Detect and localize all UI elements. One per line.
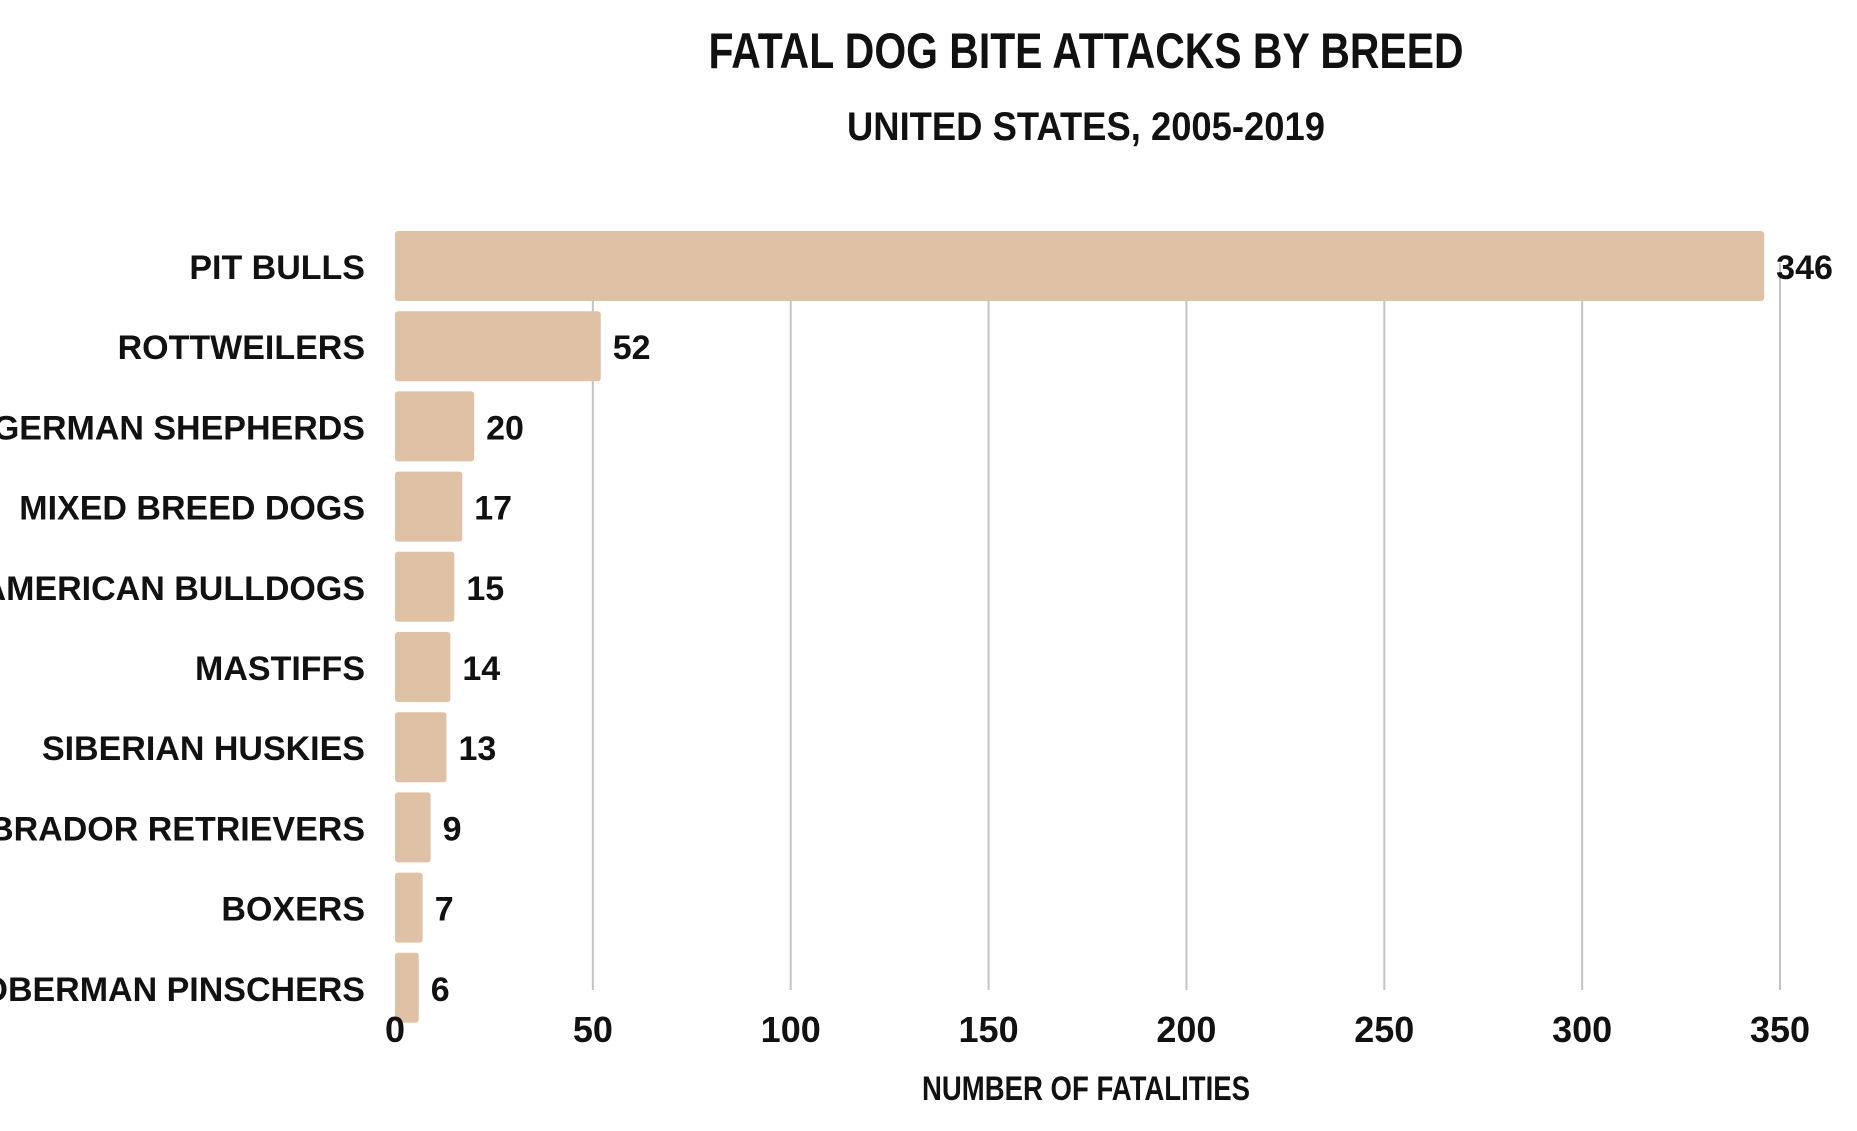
bar bbox=[395, 872, 423, 943]
x-tick-labels: 0 50 100 150 200 250 300 350 bbox=[385, 1009, 1810, 1050]
value-labels: 346 52 20 17 15 14 13 9 7 6 bbox=[431, 249, 1833, 1009]
category-label: SIBERIAN HUSKIES bbox=[42, 730, 365, 768]
bar bbox=[395, 391, 475, 462]
x-tick-label: 50 bbox=[573, 1009, 613, 1050]
bar bbox=[395, 231, 1765, 301]
value-label: 13 bbox=[458, 730, 496, 768]
value-label: 17 bbox=[474, 490, 512, 528]
gridlines bbox=[591, 263, 1781, 990]
bar bbox=[395, 712, 447, 783]
x-axis-title: NUMBER OF FATALITIES bbox=[922, 1070, 1250, 1108]
bar bbox=[395, 471, 463, 542]
x-tick-label: 100 bbox=[761, 1009, 821, 1050]
category-label: MIXED BREED DOGS bbox=[19, 490, 365, 528]
category-label: BOXERS bbox=[221, 891, 365, 929]
value-label: 14 bbox=[462, 650, 500, 688]
bars bbox=[395, 231, 1765, 1023]
value-label: 52 bbox=[613, 329, 651, 367]
x-tick-label: 150 bbox=[959, 1009, 1019, 1050]
bar bbox=[395, 632, 451, 702]
category-label: GERMAN SHEPHERDS bbox=[0, 409, 365, 447]
x-tick-label: 350 bbox=[1750, 1009, 1810, 1050]
value-label: 20 bbox=[486, 409, 524, 447]
x-tick-label: 250 bbox=[1354, 1009, 1414, 1050]
chart-subtitle: UNITED STATES, 2005-2019 bbox=[847, 105, 1325, 149]
bar bbox=[395, 792, 431, 863]
category-label: LABRADOR RETRIEVERS bbox=[0, 810, 365, 848]
value-label: 15 bbox=[466, 570, 504, 608]
x-tick-label: 200 bbox=[1156, 1009, 1216, 1050]
x-tick-label: 300 bbox=[1552, 1009, 1612, 1050]
value-label: 9 bbox=[443, 810, 462, 848]
bar bbox=[395, 311, 601, 382]
category-label: ROTTWEILERS bbox=[118, 329, 365, 367]
category-label: PIT BULLS bbox=[189, 249, 365, 287]
category-label: AMERICAN BULLDOGS bbox=[0, 570, 365, 608]
x-tick-label: 0 bbox=[385, 1009, 405, 1050]
category-label: MASTIFFS bbox=[195, 650, 365, 688]
chart-title: FATAL DOG BITE ATTACKS BY BREED bbox=[709, 23, 1464, 79]
category-label: DOBERMAN PINSCHERS bbox=[0, 971, 365, 1009]
category-labels: PIT BULLS ROTTWEILERS GERMAN SHEPHERDS MIXE… bbox=[0, 249, 365, 1009]
value-label: 346 bbox=[1776, 249, 1833, 287]
value-label: 7 bbox=[435, 891, 454, 929]
bar bbox=[395, 952, 419, 1023]
value-label: 6 bbox=[431, 971, 450, 1009]
bar bbox=[395, 551, 455, 622]
